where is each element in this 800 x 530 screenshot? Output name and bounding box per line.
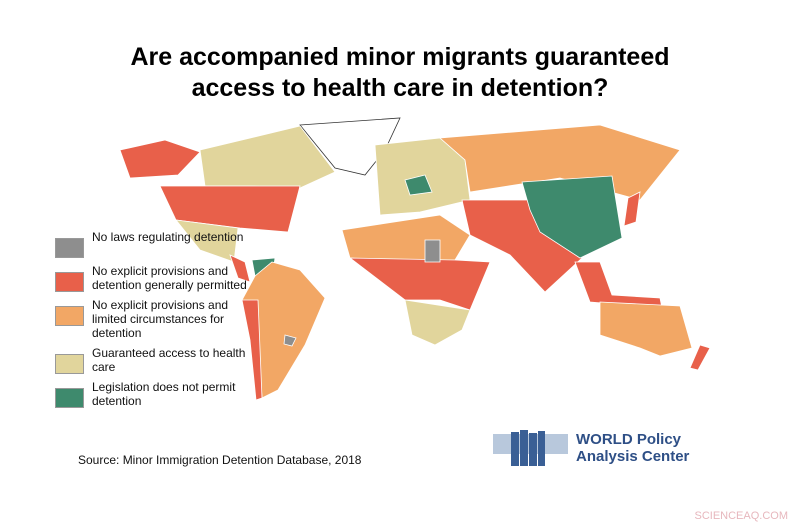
legend-item-guaranteed-access: Guaranteed access to health care — [55, 346, 255, 374]
legend-swatch — [55, 272, 84, 292]
wpac-logo: WORLD Policy Analysis Center — [493, 428, 689, 468]
legend-swatch — [55, 388, 84, 408]
legend-item-no-laws: No laws regulating detention — [55, 230, 255, 258]
watermark: SCIENCEAQ.COM — [694, 510, 788, 522]
legend-label: No laws regulating detention — [92, 230, 244, 244]
japan — [623, 191, 641, 227]
legend: No laws regulating detention No explicit… — [55, 230, 255, 414]
legend-label: No explicit provisions and limited circu… — [92, 298, 229, 340]
legend-item-detention-permitted: No explicit provisions and detention gen… — [55, 264, 255, 292]
legend-swatch — [55, 238, 84, 258]
title-line-2: access to health care in detention? — [191, 74, 609, 102]
china — [521, 175, 623, 259]
logo-line-2: Analysis Center — [576, 448, 690, 465]
south-america — [241, 261, 326, 399]
legend-label: Guaranteed access to health care — [92, 346, 246, 374]
central-america — [229, 254, 251, 283]
europe-green — [404, 174, 433, 196]
map-title: Are accompanied minor migrants guarantee… — [0, 42, 800, 104]
legend-label: No explicit provisions and detention gen… — [92, 264, 247, 292]
legend-swatch — [55, 354, 84, 374]
logo-line-1: WORLD Policy — [576, 431, 682, 448]
legend-swatch — [55, 306, 84, 326]
sudan — [424, 239, 441, 263]
australia — [599, 301, 693, 357]
alaska — [119, 139, 201, 179]
source-note: Source: Minor Immigration Detention Data… — [78, 453, 362, 467]
new-zealand — [689, 344, 711, 371]
legend-label: Legislation does not permit detention — [92, 380, 236, 408]
title-line-1: Are accompanied minor migrants guarantee… — [130, 43, 670, 71]
people-map-logo-icon — [493, 430, 568, 466]
legend-item-no-detention: Legislation does not permit detention — [55, 380, 255, 408]
uruguay — [283, 334, 297, 347]
greenland — [299, 117, 401, 176]
southeast-asia — [574, 261, 663, 309]
africa-south — [404, 299, 471, 346]
legend-item-limited-circumstances: No explicit provisions and limited circu… — [55, 298, 255, 340]
usa — [159, 185, 301, 233]
chile-peru — [241, 299, 263, 401]
africa-north — [341, 214, 471, 263]
